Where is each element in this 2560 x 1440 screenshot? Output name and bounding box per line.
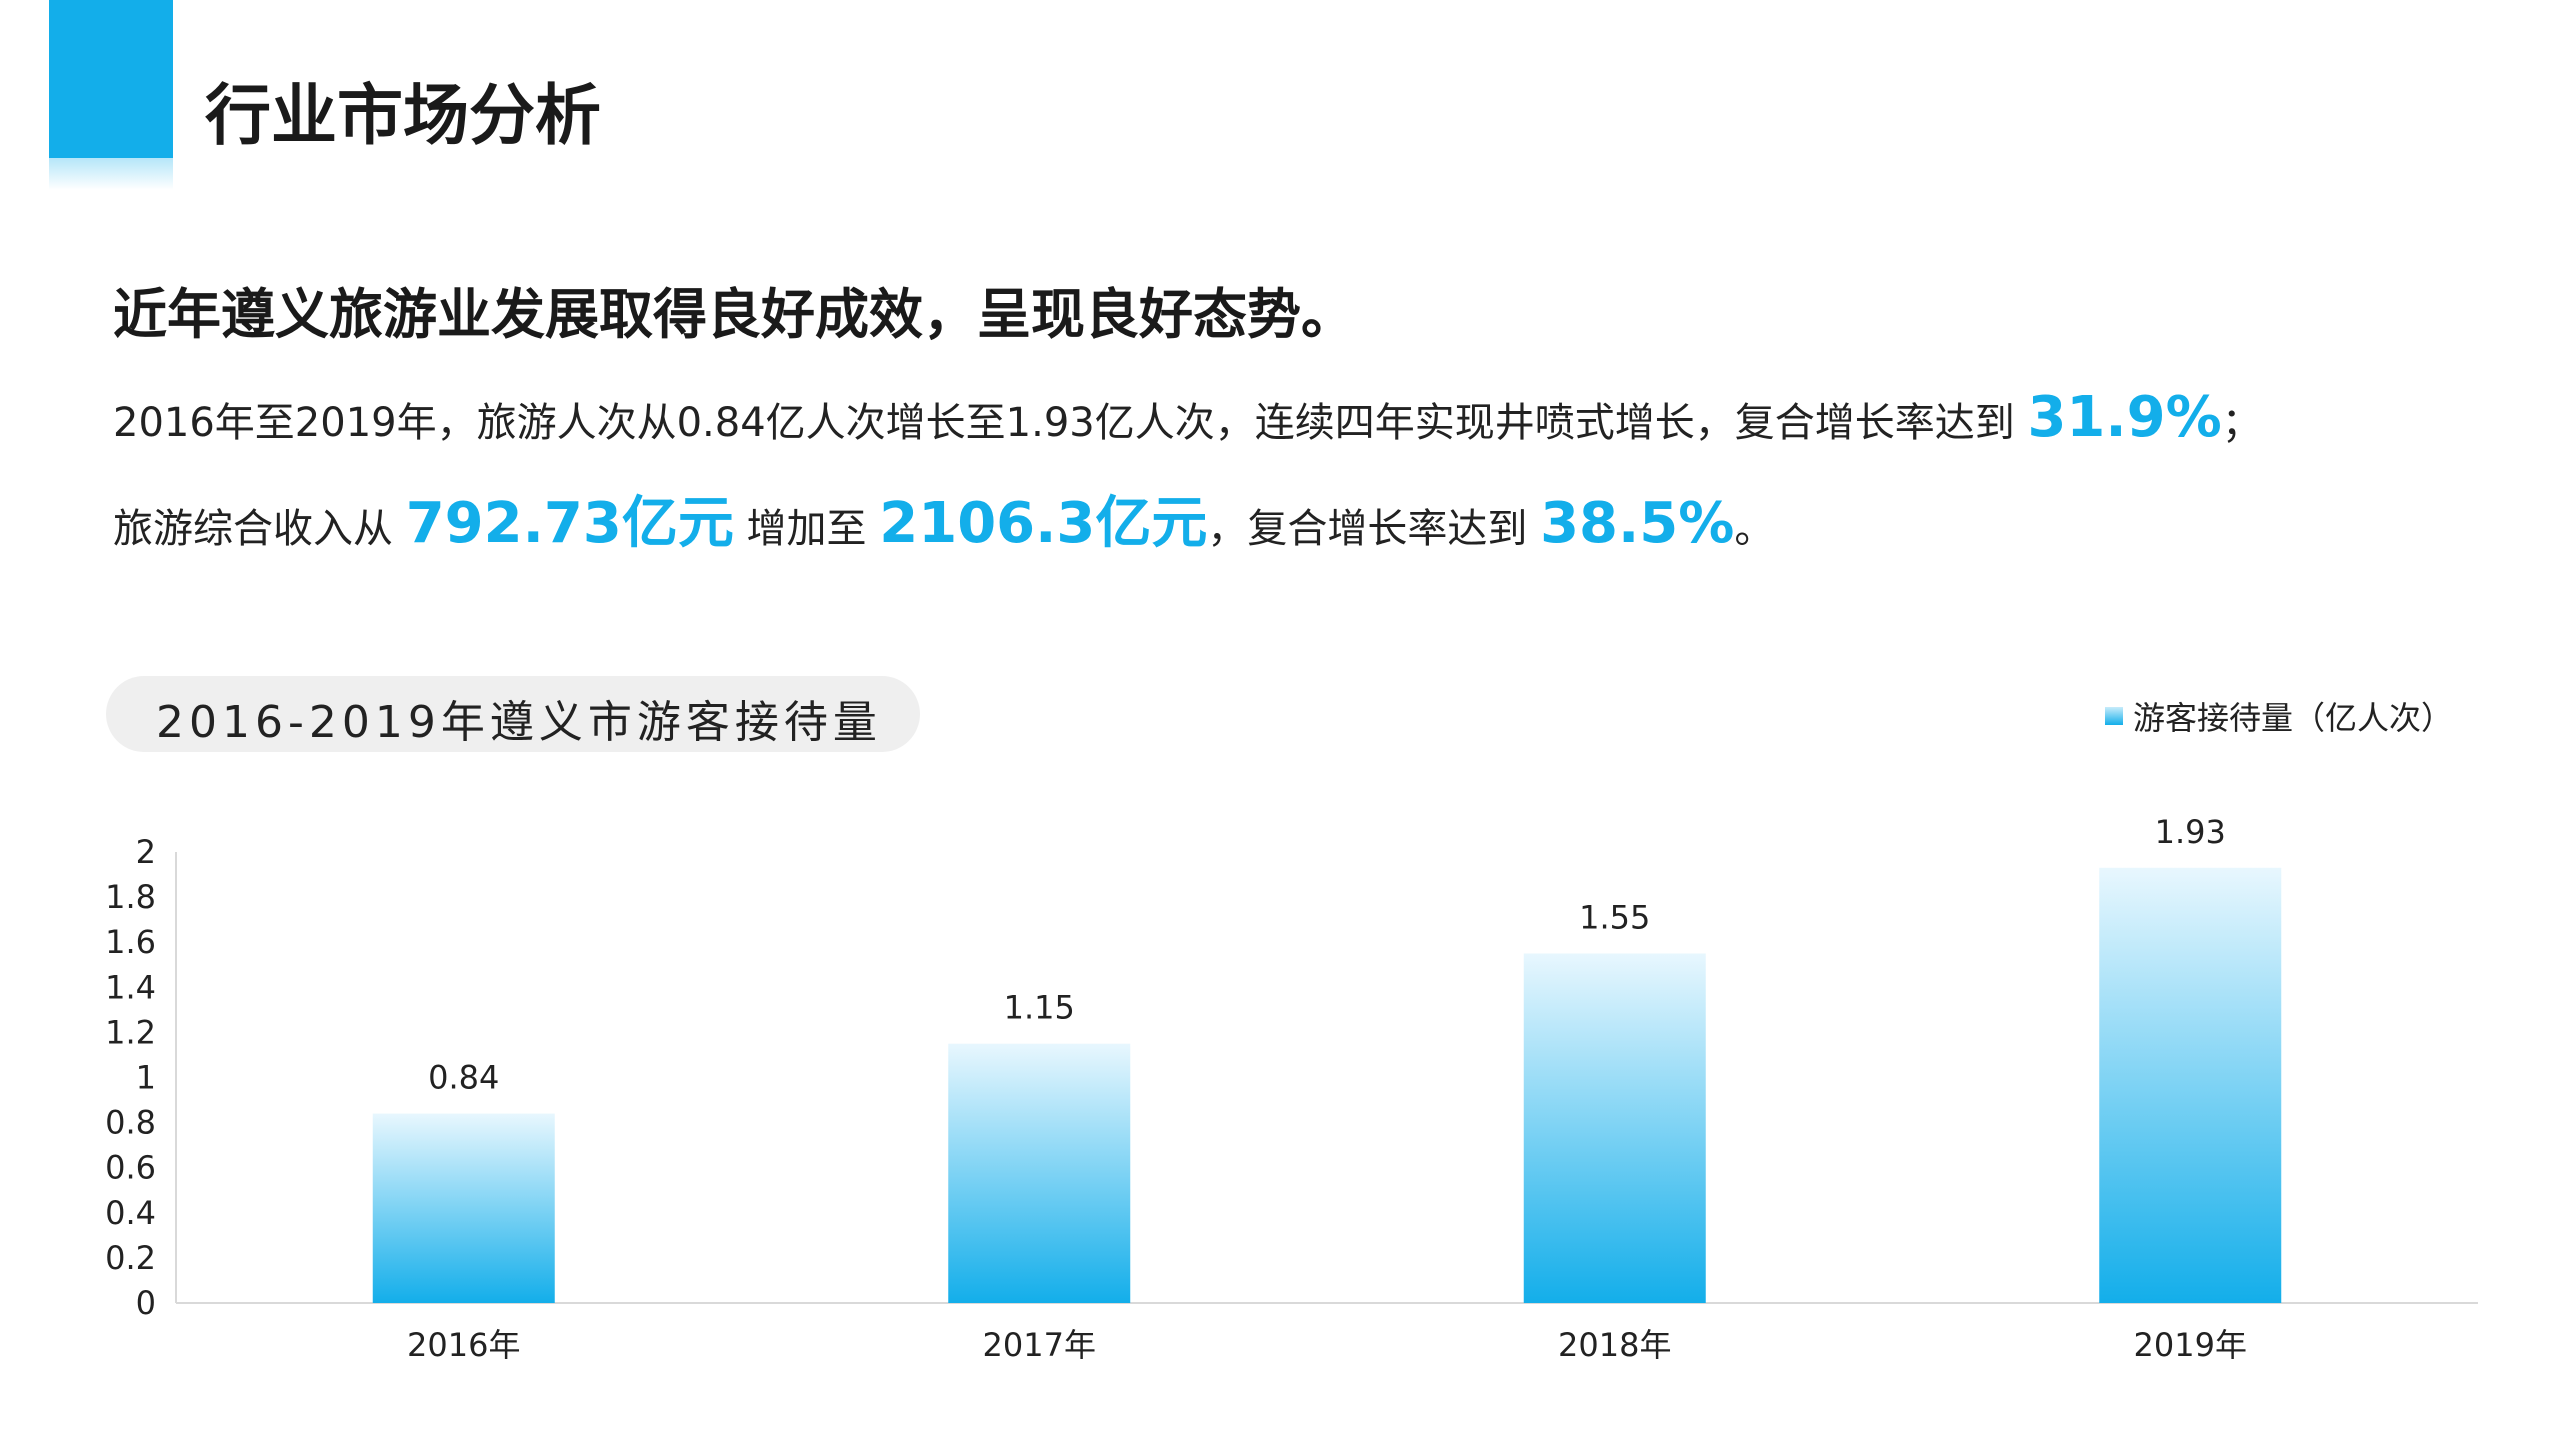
paragraph-revenue: 旅游综合收入从 792.73亿元 增加至 2106.3亿元，复合增长率达到 38… [113,478,1774,559]
chart-title-pill [106,676,920,752]
y-tick-label: 1.6 [105,923,156,961]
headline: 近年遵义旅游业发展取得良好成效，呈现良好态势。 [113,283,1355,346]
revenue-start-highlight: 792.73亿元 [405,491,734,556]
x-tick-label: 2017年 [983,1326,1096,1364]
legend-label: 游客接待量（亿人次） [2133,699,2454,737]
y-tick-label: 0.8 [105,1104,156,1142]
bar [948,1043,1131,1303]
y-tick-label: 1.4 [105,968,156,1006]
chart-legend: 游客接待量（亿人次） [2105,693,2453,739]
bar [372,1113,555,1303]
paragraph-revenue-pre: 旅游综合收入从 [113,506,406,552]
paragraph-visitors-tail: ； [2221,400,2262,446]
data-label: 1.93 [2155,813,2226,851]
y-tick-label: 0.4 [105,1194,156,1232]
data-label: 1.55 [1579,898,1650,936]
revenue-end-highlight: 2106.3亿元 [879,491,1208,556]
data-label: 0.84 [428,1059,499,1097]
legend-swatch [2105,707,2123,725]
y-tick-label: 1 [136,1059,156,1097]
x-tick-label: 2016年 [407,1326,520,1364]
x-tick-label: 2019年 [2134,1326,2247,1364]
header-accent-fade [49,158,173,190]
data-label: 1.15 [1004,989,1075,1027]
header-accent-block [49,0,173,158]
paragraph-visitors: 2016年至2019年，旅游人次从0.84亿人次增长至1.93亿人次，连续四年实… [113,385,2262,450]
paragraph-revenue-tail: 。 [1734,506,1775,552]
y-tick-label: 1.8 [105,878,156,916]
chart-title: 2016-2019年遵义市游客接待量 [156,697,882,748]
visitors-growth-highlight: 31.9% [2027,385,2222,450]
paragraph-visitors-text: 2016年至2019年，旅游人次从0.84亿人次增长至1.93亿人次，连续四年实… [113,400,2028,446]
y-tick-label: 0.2 [105,1239,156,1277]
paragraph-revenue-mid2: ，复合增长率达到 [1207,506,1541,552]
revenue-growth-highlight: 38.5% [1540,491,1735,556]
y-tick-label: 2 [136,833,156,871]
page-title: 行业市场分析 [205,77,601,154]
y-tick-label: 1.2 [105,1013,156,1051]
y-tick-label: 0.6 [105,1149,156,1187]
x-tick-label: 2018年 [1558,1326,1671,1364]
y-tick-label: 0 [136,1284,156,1322]
paragraph-revenue-mid: 增加至 [733,506,880,552]
bar [1523,953,1706,1303]
bar [2099,867,2282,1303]
